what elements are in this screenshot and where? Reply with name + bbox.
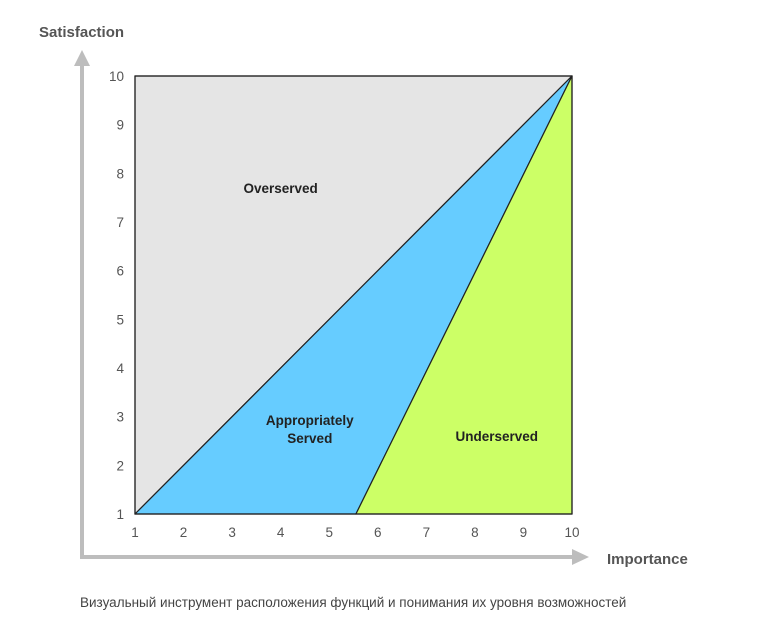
- region-label-line: Appropriately: [266, 413, 354, 428]
- y-tick-label: 6: [116, 264, 124, 279]
- region-labels: Overserved Appropriately Served Underserved: [244, 181, 539, 446]
- plot-border: [134, 75, 573, 515]
- x-tick-label: 8: [471, 525, 479, 540]
- y-tick-label: 7: [116, 215, 124, 230]
- axes-layer: [74, 50, 589, 565]
- x-tick-label: 9: [520, 525, 528, 540]
- y-axis-title: Satisfaction: [39, 24, 124, 41]
- y-tick-label: 4: [116, 361, 124, 376]
- y-tick-label: 2: [116, 458, 124, 473]
- x-axis-title: Importance: [607, 551, 688, 568]
- region-label-line: Served: [287, 431, 332, 446]
- y-axis-arrow-icon: [74, 50, 90, 66]
- x-tick-label: 1: [131, 525, 139, 540]
- region-label-appropriately-served: Appropriately Served: [266, 413, 354, 446]
- x-tick-label: 6: [374, 525, 382, 540]
- y-tick-label: 1: [116, 507, 124, 522]
- x-tick-label: 4: [277, 525, 285, 540]
- y-tick-label: 9: [116, 118, 124, 133]
- x-tick-label: 5: [325, 525, 333, 540]
- y-tick-label: 3: [116, 410, 124, 425]
- y-tick-label: 10: [109, 69, 124, 84]
- regions-layer: [134, 75, 573, 515]
- region-label-overserved: Overserved: [244, 181, 318, 196]
- x-tick-label: 2: [180, 525, 188, 540]
- region-label-line: Underserved: [455, 429, 538, 444]
- y-tick-label: 8: [116, 166, 124, 181]
- x-axis-arrow-icon: [572, 549, 589, 565]
- y-tick-label: 5: [116, 312, 124, 327]
- tick-labels: 1 2 3 4 5 6 7 8 9 10 1 2 3 4 5 6 7 8 9 10: [109, 69, 580, 540]
- region-label-line: Overserved: [244, 181, 318, 196]
- x-tick-label: 10: [564, 525, 579, 540]
- region-label-underserved: Underserved: [455, 429, 538, 444]
- x-tick-label: 3: [228, 525, 236, 540]
- x-tick-label: 7: [423, 525, 431, 540]
- plot-frame: [134, 75, 573, 515]
- figure-caption: Визуальный инструмент расположения функц…: [80, 595, 627, 610]
